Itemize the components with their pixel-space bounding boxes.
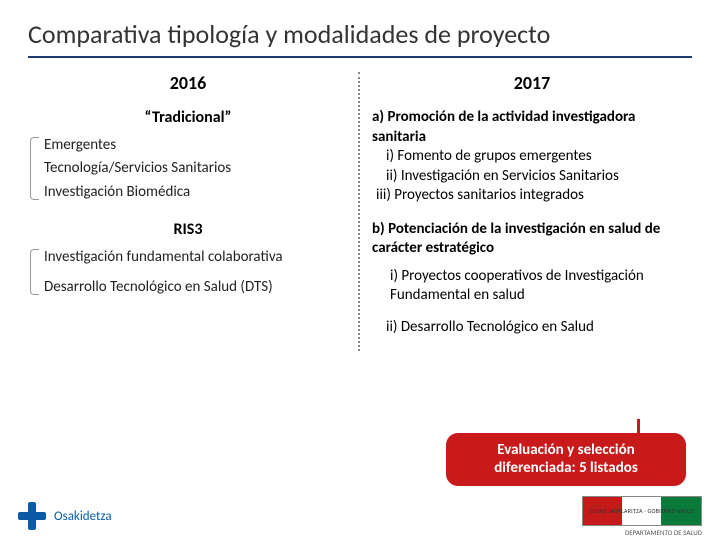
list-item: iii) Proyectos sanitarios integrados xyxy=(372,186,692,206)
group-tradicional: Emergentes Tecnología/Servicios Sanitari… xyxy=(28,135,348,202)
list-item: Desarrollo Tecnológico en Salud (DTS) xyxy=(44,277,348,297)
heading-tradicional: “Tradicional” xyxy=(28,108,348,127)
list-item: ii) Investigación en Servicios Sanitario… xyxy=(372,167,692,187)
list-item: Investigación fundamental colaborativa xyxy=(44,247,348,267)
section-b: b) Potenciación de la investigación en s… xyxy=(372,220,692,338)
list-item: Investigación Biomédica xyxy=(44,182,348,202)
group-ris3: Investigación fundamental colaborativa D… xyxy=(28,247,348,298)
col-2017: 2017 a) Promoción de la actividad invest… xyxy=(358,72,692,351)
list-item: Tecnología/Servicios Sanitarios xyxy=(44,158,348,178)
brand-left-text: Osakidetza xyxy=(54,509,112,524)
list-item: ii) Desarrollo Tecnológico en Salud xyxy=(372,318,692,338)
logo-osakidetza: Osakidetza xyxy=(18,502,112,530)
list-item: i) Fomento de grupos emergentes xyxy=(372,147,692,167)
slide: Comparativa tipología y modalidades de p… xyxy=(0,0,720,540)
page-title: Comparativa tipología y modalidades de p… xyxy=(28,18,692,58)
year-2016: 2016 xyxy=(28,72,348,94)
logo-gobierno-vasco: EUSKO JAURLARITZA · GOBIERNO VASCO DEPAR… xyxy=(582,496,702,537)
list-item: i) Proyectos cooperativos de Investigaci… xyxy=(372,267,692,306)
callout-badge: Evaluación y selección diferenciada: 5 l… xyxy=(446,433,686,487)
footer: Osakidetza EUSKO JAURLARITZA · GOBIERNO … xyxy=(0,492,720,540)
flag-icon: EUSKO JAURLARITZA · GOBIERNO VASCO xyxy=(582,496,702,526)
brand-right-sub: DEPARTAMENTO DE SALUD xyxy=(582,528,702,537)
year-2017: 2017 xyxy=(372,72,692,94)
cross-icon xyxy=(18,502,46,530)
col-2016: 2016 “Tradicional” Emergentes Tecnología… xyxy=(28,72,358,351)
brand-right-text: EUSKO JAURLARITZA · GOBIERNO VASCO xyxy=(589,507,694,515)
section-a: a) Promoción de la actividad investigado… xyxy=(372,108,692,206)
columns: 2016 “Tradicional” Emergentes Tecnología… xyxy=(28,72,692,351)
section-a-head: a) Promoción de la actividad investigado… xyxy=(372,108,692,147)
list-item: Emergentes xyxy=(44,135,348,155)
heading-ris3: RIS3 xyxy=(28,220,348,239)
section-b-head: b) Potenciación de la investigación en s… xyxy=(372,220,692,259)
